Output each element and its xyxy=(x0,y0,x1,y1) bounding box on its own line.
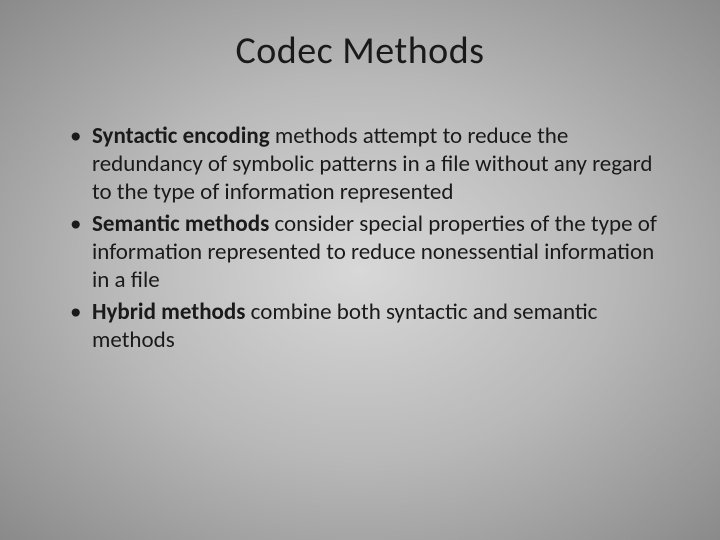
bullet-item: Syntactic encoding methods attempt to re… xyxy=(70,122,670,206)
bullet-item: Hybrid methods combine both syntactic an… xyxy=(70,298,670,354)
bullet-list: Syntactic encoding methods attempt to re… xyxy=(50,122,670,354)
slide-title: Codec Methods xyxy=(50,28,670,74)
bullet-bold-lead: Hybrid methods xyxy=(92,298,245,326)
bullet-bold-lead: Syntactic encoding xyxy=(92,122,270,150)
bullet-bold-lead: Semantic methods xyxy=(92,210,269,238)
bullet-item: Semantic methods consider special proper… xyxy=(70,210,670,294)
slide-container: Codec Methods Syntactic encoding methods… xyxy=(0,0,720,540)
